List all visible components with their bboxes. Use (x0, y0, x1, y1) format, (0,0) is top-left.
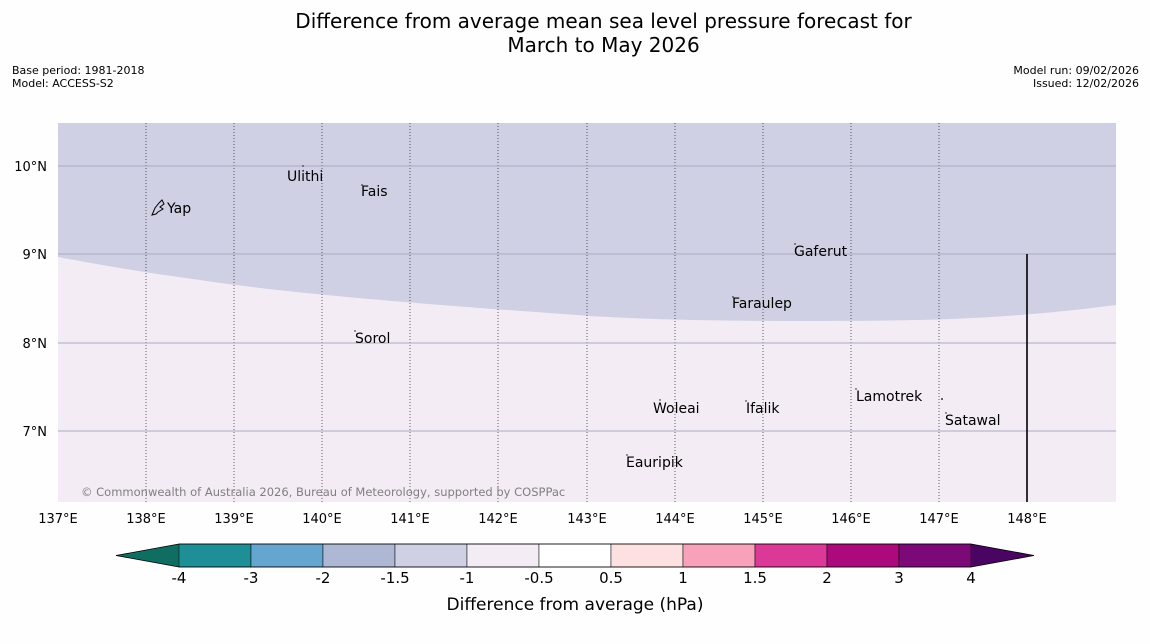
lon-label: 148°E (1007, 512, 1047, 527)
place-label: Eauripik (626, 455, 684, 471)
longitude-labels: 137°E 138°E 139°E 140°E 141°E 142°E 143°… (38, 512, 1047, 527)
colorbar-tick: 0.5 (599, 569, 623, 587)
model-run-text: Model run: 09/02/2026 (1013, 64, 1139, 77)
yap-island-shape (151, 199, 165, 216)
colorbar-segment (754, 543, 828, 568)
place-label: Satawal (945, 413, 1000, 429)
colorbar-tick: 3 (894, 569, 904, 587)
colorbar-segment (898, 543, 972, 568)
place-label: Gaferut (794, 244, 848, 260)
lon-label: 142°E (478, 512, 518, 527)
copyright-text: © Commonwealth of Australia 2026, Bureau… (81, 485, 565, 499)
issued-text: Issued: 12/02/2026 (1032, 77, 1139, 90)
colorbar-extend-low (116, 544, 179, 567)
model-text: Model: ACCESS-S2 (12, 77, 114, 90)
island-marker-satawal (945, 412, 947, 414)
lon-label: 138°E (126, 512, 166, 527)
colorbar-tick: -1 (460, 569, 475, 587)
island-marker-eauripik (626, 454, 628, 456)
place-label: Fais (361, 184, 388, 200)
island-marker-lamotrek (855, 388, 857, 390)
colorbar-tick: 1.5 (743, 569, 767, 587)
colorbar-tick: -4 (172, 569, 187, 587)
lon-label: 137°E (38, 512, 78, 527)
lat-label: 10°N (14, 160, 47, 175)
place-label: Lamotrek (856, 389, 923, 405)
lon-label: 147°E (919, 512, 959, 527)
island-marker-faraulep (732, 296, 734, 298)
place-label: Ulithi (287, 169, 323, 185)
colorbar-tick-labels: -4 -3 -2 -1.5 -1 -0.5 0.5 1 1.5 2 3 4 (172, 569, 976, 587)
lon-label: 146°E (831, 512, 871, 527)
title-line-2: March to May 2026 (507, 33, 700, 57)
colorbar-tick: -2 (316, 569, 331, 587)
colorbar-tick: -1.5 (380, 569, 409, 587)
place-label: Woleai (653, 401, 700, 417)
island-marker-gaferut (794, 243, 796, 245)
place-label: Yap (166, 201, 191, 217)
place-label: Ifalik (746, 401, 780, 417)
lat-label: 9°N (23, 248, 48, 263)
lat-label: 8°N (23, 337, 48, 352)
colorbar-segment (610, 543, 684, 568)
colorbar-segment (322, 543, 396, 568)
colorbar-tick: 1 (678, 569, 688, 587)
gridlines (145, 123, 940, 502)
lon-label: 143°E (567, 512, 607, 527)
colorbar-tick: -0.5 (524, 569, 553, 587)
island-marker-fais (361, 184, 363, 186)
colorbar-label: Difference from average (hPa) (447, 595, 704, 615)
colorbar-segment (394, 543, 468, 568)
lon-label: 141°E (390, 512, 430, 527)
lat-label: 7°N (23, 425, 48, 440)
colorbar-segment (538, 543, 612, 568)
lon-label: 145°E (743, 512, 783, 527)
run-info: Model run: 09/02/2026 Issued: 12/02/2026 (1013, 64, 1139, 90)
colorbar-segment (466, 543, 540, 568)
colorbar-segment (682, 543, 756, 568)
colorbar-tick: -3 (244, 569, 259, 587)
place-label: Faraulep (732, 296, 792, 312)
colorbar-segments (116, 543, 1034, 568)
colorbar-segment (178, 543, 252, 568)
base-info: Base period: 1981-2018 Model: ACCESS-S2 (12, 64, 144, 90)
lon-label: 139°E (214, 512, 254, 527)
island-marker-sorol (354, 330, 356, 332)
title-line-1: Difference from average mean sea level p… (295, 9, 912, 33)
chart-title: Difference from average mean sea level p… (0, 9, 1150, 57)
lon-label: 144°E (655, 512, 695, 527)
island-marker-ifalik (745, 400, 747, 402)
colorbar-tick: 2 (822, 569, 832, 587)
island-marker-woleai (659, 399, 661, 401)
place-label: Sorol (355, 331, 390, 347)
colorbar-segment (826, 543, 900, 568)
lon-label: 140°E (302, 512, 342, 527)
colorbar-outline (115, 543, 1035, 568)
place-labels: Ulithi Fais Yap Gaferut Faraulep Sorol L… (166, 169, 1000, 471)
colorbar-tick: 4 (966, 569, 976, 587)
island-markers (302, 165, 947, 456)
latitude-labels: 10°N 9°N 8°N 7°N (14, 160, 47, 440)
colorbar-extend-high (971, 544, 1034, 567)
colorbar: -4 -3 -2 -1.5 -1 -0.5 0.5 1 1.5 2 3 4 Di… (115, 543, 1035, 615)
island-marker-ulithi (302, 165, 304, 167)
colorbar-segment (250, 543, 324, 568)
island-marker-elato (941, 398, 943, 400)
parallels (58, 165, 1116, 432)
base-period-text: Base period: 1981-2018 (12, 64, 145, 77)
